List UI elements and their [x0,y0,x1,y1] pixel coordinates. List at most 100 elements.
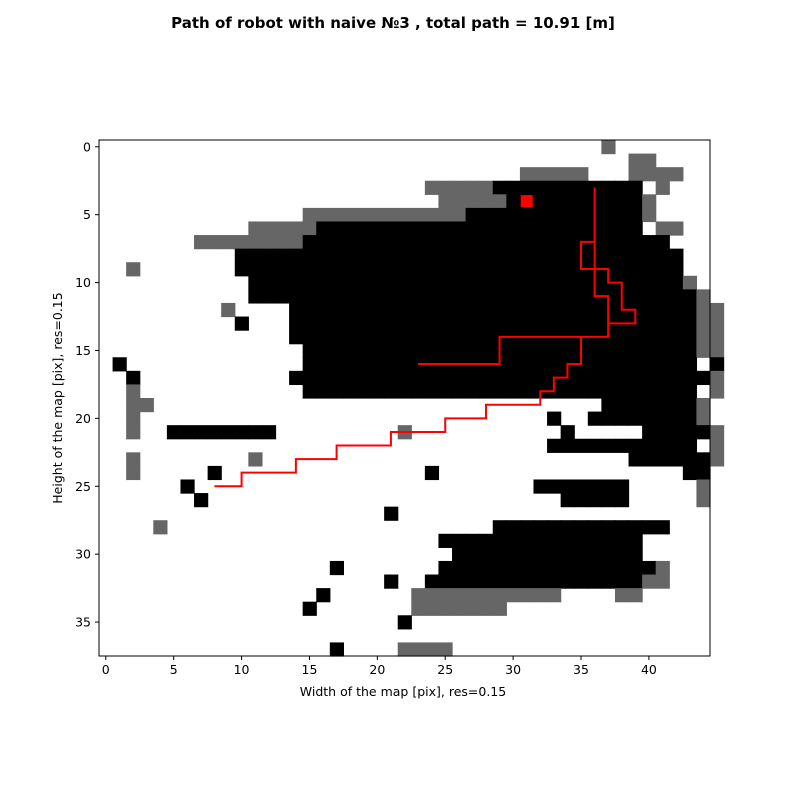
unknown-cell [601,493,616,508]
unknown-cell [655,330,670,345]
unknown-cell [452,316,467,331]
unknown-cell [384,248,399,263]
unknown-cell [628,248,643,263]
unknown-cell [533,343,548,358]
unknown-cell [547,411,562,426]
unknown-cell [356,384,372,399]
unknown-cell [682,452,698,467]
unknown-cell [492,384,507,399]
unknown-cell [669,452,684,467]
obstacle-cell [642,194,657,209]
unknown-cell [642,262,657,277]
obstacle-cell [696,398,711,413]
unknown-cell [370,235,385,250]
unknown-cell [370,302,385,318]
unknown-cell [628,560,643,576]
unknown-cell [601,398,616,413]
unknown-cell [424,370,440,386]
unknown-cell [329,642,344,657]
obstacle-cell [696,289,711,304]
x-tick-label: 35 [573,662,589,677]
unknown-cell [560,235,575,250]
obstacle-cell [452,180,467,195]
unknown-cell [614,493,630,508]
unknown-cell [614,574,630,589]
unknown-cell [302,302,317,318]
unknown-cell [519,547,535,562]
unknown-cell [574,289,589,304]
unknown-cell [587,316,602,331]
unknown-cell [479,302,494,318]
unknown-cell [601,547,616,562]
obstacle-cell [465,194,480,209]
obstacle-cell [343,207,358,223]
unknown-cell [614,330,630,345]
unknown-cell [533,221,548,236]
obstacle-cell [424,207,440,223]
unknown-cell [492,180,507,195]
unknown-cell [452,275,467,290]
unknown-cell [628,262,643,277]
unknown-cell [370,316,385,331]
obstacle-cell [642,153,657,168]
unknown-cell [642,357,657,372]
unknown-cell [587,547,602,562]
unknown-cell [384,574,399,589]
obstacle-cell [506,588,521,603]
y-tick-label: 10 [75,275,91,290]
unknown-cell [533,533,548,548]
unknown-cell [655,235,670,250]
obstacle-cell [289,221,304,236]
obstacle-cell [655,180,670,195]
unknown-cell [601,207,616,223]
unknown-cell [547,479,562,494]
unknown-cell [519,235,535,250]
unknown-cell [642,248,657,263]
unknown-cell [452,560,467,576]
obstacle-cell [696,411,711,426]
unknown-cell [574,370,589,386]
unknown-cell [669,316,684,331]
obstacle-cell [614,588,630,603]
unknown-cell [506,235,521,250]
unknown-cell [248,425,263,440]
unknown-cell [289,289,304,304]
obstacle-cell [194,235,209,250]
obstacle-cell [696,302,711,318]
obstacle-cell [397,207,412,223]
unknown-cell [682,302,698,318]
unknown-cell [370,262,385,277]
unknown-cell [628,452,643,467]
unknown-cell [465,302,480,318]
obstacle-cell [547,588,562,603]
unknown-cell [343,221,358,236]
unknown-cell [519,248,535,263]
obstacle-cell [669,221,684,236]
unknown-cell [492,221,507,236]
unknown-cell [492,302,507,318]
obstacle-cell [153,520,168,535]
unknown-cell [356,357,372,372]
unknown-cell [628,533,643,548]
unknown-cell [384,357,399,372]
unknown-cell [533,357,548,372]
obstacle-cell [411,588,426,603]
unknown-cell [628,357,643,372]
unknown-cell [560,262,575,277]
obstacle-cell [533,588,548,603]
unknown-cell [519,275,535,290]
unknown-cell [614,547,630,562]
unknown-cell [316,275,331,290]
unknown-cell [479,235,494,250]
unknown-cell [506,289,521,304]
unknown-cell [316,588,331,603]
unknown-cell [397,370,412,386]
unknown-cell [479,574,494,589]
unknown-cell [506,302,521,318]
unknown-cell [628,547,643,562]
obstacle-cell [492,194,507,209]
unknown-cell [628,207,643,223]
unknown-cell [370,248,385,263]
unknown-cell [642,343,657,358]
unknown-cell [126,370,141,386]
